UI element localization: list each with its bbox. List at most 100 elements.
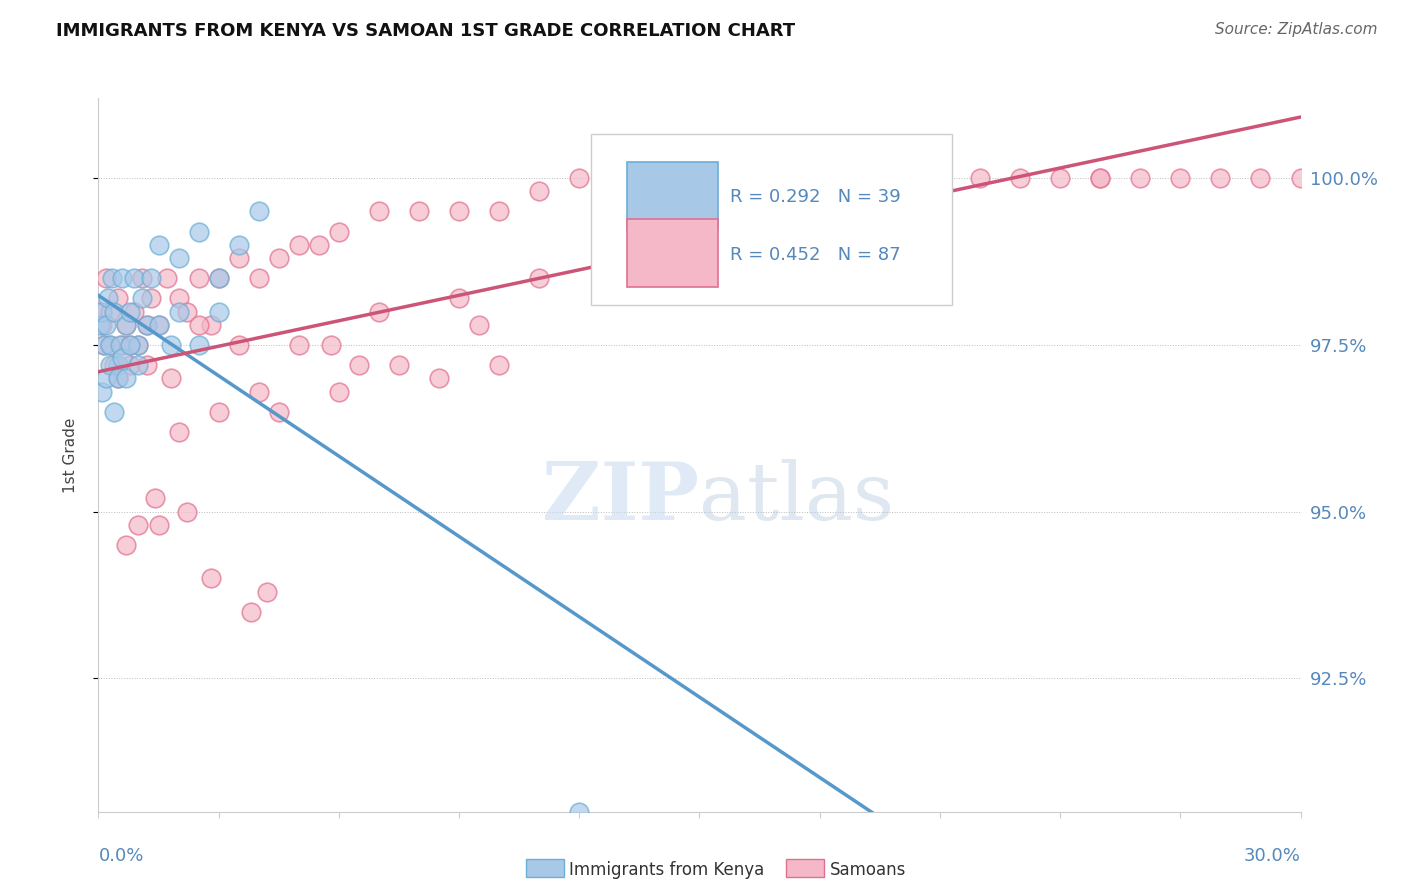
Point: [488, 204, 510, 219]
Point: [128, 338, 150, 352]
Point: [100, 304, 122, 318]
Point: [447, 204, 470, 219]
Point: [100, 358, 122, 372]
Point: [120, 358, 142, 372]
Point: [1250, 171, 1272, 186]
Point: [167, 304, 190, 318]
Point: [128, 338, 150, 352]
Point: [93, 338, 115, 352]
Point: [769, 225, 792, 239]
Point: [200, 571, 222, 585]
Point: [808, 171, 831, 186]
Y-axis label: 1st Grade: 1st Grade: [63, 417, 77, 492]
Point: [208, 304, 231, 318]
Point: [328, 384, 350, 399]
Point: [96, 271, 118, 285]
Point: [427, 371, 450, 385]
Point: [148, 237, 170, 252]
Point: [91, 318, 114, 332]
Point: [110, 338, 132, 352]
Text: Samoans: Samoans: [830, 861, 905, 879]
Point: [167, 425, 190, 439]
Point: [187, 225, 209, 239]
FancyBboxPatch shape: [627, 162, 717, 230]
Point: [969, 171, 991, 186]
Point: [96, 318, 118, 332]
Point: [288, 338, 311, 352]
Point: [176, 304, 198, 318]
Point: [447, 291, 470, 305]
Point: [849, 204, 872, 219]
Point: [97, 291, 120, 305]
Point: [769, 171, 792, 186]
Point: [89, 318, 111, 332]
Point: [488, 358, 510, 372]
Point: [124, 304, 146, 318]
Point: [115, 318, 138, 332]
Point: [239, 605, 262, 619]
Point: [889, 171, 911, 186]
Point: [568, 171, 591, 186]
Text: IMMIGRANTS FROM KENYA VS SAMOAN 1ST GRADE CORRELATION CHART: IMMIGRANTS FROM KENYA VS SAMOAN 1ST GRAD…: [56, 22, 796, 40]
Point: [1209, 171, 1232, 186]
Point: [111, 338, 134, 352]
Point: [308, 237, 330, 252]
Point: [100, 338, 122, 352]
Point: [159, 371, 181, 385]
Point: [319, 338, 342, 352]
Text: Immigrants from Kenya: Immigrants from Kenya: [569, 861, 765, 879]
Point: [135, 318, 157, 332]
Point: [115, 318, 138, 332]
FancyBboxPatch shape: [592, 134, 952, 305]
Point: [609, 251, 631, 265]
Text: ZIP: ZIP: [543, 459, 700, 537]
Point: [1129, 171, 1152, 186]
Text: 30.0%: 30.0%: [1244, 847, 1301, 865]
Point: [1088, 171, 1111, 186]
Point: [228, 338, 250, 352]
Point: [247, 271, 270, 285]
Point: [208, 271, 231, 285]
Point: [103, 404, 125, 418]
Point: [135, 358, 157, 372]
Point: [131, 271, 153, 285]
Point: [176, 505, 198, 519]
Point: [91, 384, 114, 399]
Point: [91, 304, 114, 318]
Point: [115, 371, 138, 385]
Point: [529, 185, 551, 199]
Point: [120, 338, 142, 352]
Point: [131, 291, 153, 305]
Point: [689, 237, 711, 252]
Point: [267, 251, 290, 265]
Point: [107, 291, 129, 305]
Point: [148, 318, 170, 332]
Point: [529, 271, 551, 285]
Point: [408, 204, 430, 219]
Point: [609, 171, 631, 186]
Point: [103, 358, 125, 372]
Point: [689, 171, 711, 186]
Text: 0.0%: 0.0%: [98, 847, 143, 865]
Point: [247, 204, 270, 219]
Point: [148, 318, 170, 332]
Text: Source: ZipAtlas.com: Source: ZipAtlas.com: [1215, 22, 1378, 37]
Point: [89, 304, 111, 318]
Point: [187, 338, 209, 352]
Point: [728, 171, 751, 186]
Point: [256, 584, 278, 599]
Point: [388, 358, 411, 372]
Point: [267, 404, 290, 418]
Point: [143, 491, 166, 506]
Point: [1010, 171, 1032, 186]
Point: [128, 358, 150, 372]
Text: atlas: atlas: [700, 459, 894, 537]
Point: [187, 271, 209, 285]
Point: [107, 358, 129, 372]
Point: [200, 318, 222, 332]
Point: [208, 404, 231, 418]
Point: [101, 271, 124, 285]
FancyBboxPatch shape: [627, 219, 717, 287]
Point: [167, 251, 190, 265]
Point: [155, 271, 177, 285]
